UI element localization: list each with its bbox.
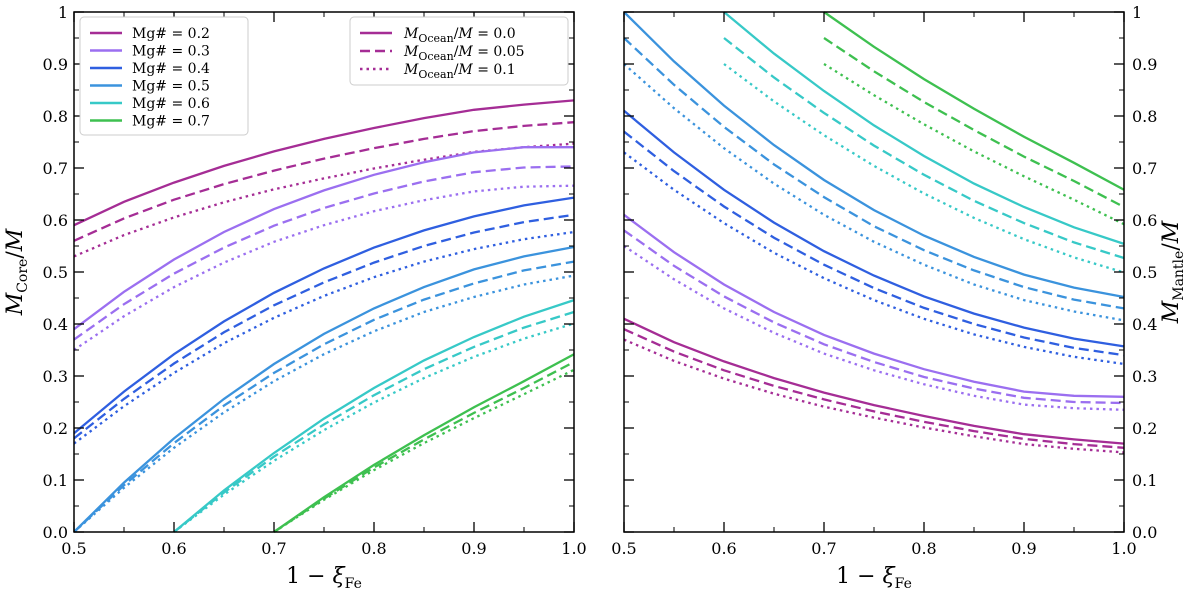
left-y-tick-label: 0.5 [43, 263, 68, 282]
left-series-lines [73, 99, 575, 533]
right-series-line [623, 37, 1125, 310]
right-series-line [723, 63, 1125, 274]
left-plot-frame [73, 11, 575, 533]
right-x-tick-label: 0.5 [611, 539, 636, 558]
left-x-tick-label: 0.9 [461, 539, 486, 558]
right-y-tick-label: 0.7 [1132, 159, 1157, 178]
right-series-line [623, 317, 1125, 445]
mg-legend-label: Mg# = 0.4 [132, 61, 210, 77]
right-y-tick-label: 0.2 [1132, 419, 1157, 438]
right-series-lines [623, 11, 1125, 454]
right-series-line [723, 11, 1125, 245]
left-y-axis-label: MCore/M [3, 228, 31, 316]
left-y-tick-label: 0.6 [43, 211, 68, 230]
right-y-tick-label: 0.4 [1132, 315, 1157, 334]
left-series-line [73, 260, 575, 533]
left-series-line [73, 121, 575, 242]
right-x-axis-label: 1 − ξFe [836, 564, 912, 592]
right-series-line [623, 338, 1125, 454]
left-series-line [173, 310, 575, 533]
right-y-tick-label: 0.8 [1132, 107, 1157, 126]
ocean-legend-label: MOcean/M = 0.05 [403, 44, 525, 63]
mg-legend-frame [79, 16, 249, 136]
left-y-tick-label: 0.1 [43, 471, 68, 490]
left-y-tick-label: 0.4 [43, 315, 68, 334]
right-y-tick-label: 0.6 [1132, 211, 1157, 230]
ocean-legend-label: MOcean/M = 0.1 [403, 62, 516, 81]
right-series-line [823, 11, 1125, 191]
ocean-legend-frame [349, 16, 569, 86]
left-series-line [73, 184, 575, 351]
left-series-line [73, 213, 575, 440]
left-x-tick-label: 1.0 [561, 539, 586, 558]
left-series-line [273, 360, 575, 533]
mg-legend: Mg# = 0.2Mg# = 0.3Mg# = 0.4Mg# = 0.5Mg# … [79, 16, 249, 136]
left-y-tick-label: 0.3 [43, 367, 68, 386]
right-series-line [623, 229, 1125, 405]
right-series-line [623, 245, 1125, 411]
left-x-tick-label: 0.8 [361, 539, 386, 558]
left-series-line [173, 322, 575, 533]
left-series-line [73, 165, 575, 341]
right-y-tick-label: 1 [1132, 3, 1142, 22]
left-y-tick-label: 1 [58, 3, 68, 22]
left-x-axis-label: 1 − ξFe [286, 564, 362, 592]
mg-legend-label: Mg# = 0.2 [132, 26, 210, 42]
mg-legend-label: Mg# = 0.5 [132, 79, 210, 95]
left-series-line [73, 99, 575, 227]
right-series-line [623, 213, 1125, 398]
left-x-tick-label: 0.6 [161, 539, 186, 558]
right-y-axis-label: MMantle/M [1159, 220, 1187, 324]
left-y-tick-label: 0.9 [43, 55, 68, 74]
right-x-tick-label: 1.0 [1111, 539, 1136, 558]
right-series-line [623, 109, 1125, 348]
right-ticks: 0.0 0.1 0.2 0.3 0.4 0.5 0.6 0.7 0.8 0.9 1 0.5 0.6 0.7… [611, 3, 1157, 558]
left-x-tick-label: 0.7 [261, 539, 286, 558]
right-y-tick-label: 0.5 [1132, 263, 1157, 282]
left-y-tick-label: 0.0 [43, 523, 68, 542]
left-ticks: 0.0 0.1 0.2 0.3 0.4 0.5 0.6 0.7 0.8 0.9 1 0.5 0.6 0.7… [43, 3, 587, 558]
right-x-tick-label: 0.8 [911, 539, 936, 558]
right-panel: 0.0 0.1 0.2 0.3 0.4 0.5 0.6 0.7 0.8 0.9 1 0.5 0.6 0.7… [611, 3, 1187, 592]
left-series-line [73, 142, 575, 258]
right-x-tick-label: 0.6 [711, 539, 736, 558]
right-plot-frame [623, 11, 1125, 533]
left-y-tick-label: 0.2 [43, 419, 68, 438]
right-y-tick-label: 0.0 [1132, 523, 1157, 542]
left-series-line [173, 299, 575, 533]
left-series-line [73, 245, 575, 533]
left-series-line [273, 368, 575, 533]
left-series-line [73, 274, 575, 533]
right-series-line [623, 11, 1125, 299]
left-series-line [273, 353, 575, 533]
right-series-line [823, 37, 1125, 209]
left-y-tick-label: 0.8 [43, 107, 68, 126]
mg-legend-label: Mg# = 0.6 [132, 96, 210, 112]
left-x-tick-label: 0.5 [61, 539, 86, 558]
left-y-tick-label: 0.7 [43, 159, 68, 178]
right-y-tick-label: 0.1 [1132, 471, 1157, 490]
right-series-line [623, 130, 1125, 357]
right-series-line [623, 328, 1125, 449]
mg-legend-label: Mg# = 0.3 [132, 44, 210, 60]
right-series-line [723, 37, 1125, 260]
mg-legend-label: Mg# = 0.7 [132, 114, 210, 130]
right-x-tick-label: 0.9 [1011, 539, 1036, 558]
right-y-tick-label: 0.3 [1132, 367, 1157, 386]
right-x-tick-label: 0.7 [811, 539, 836, 558]
left-series-line [73, 146, 574, 331]
ocean-legend-label: MOcean/M = 0.0 [403, 26, 516, 45]
left-series-line [73, 196, 575, 435]
right-series-line [823, 63, 1125, 226]
right-series-line [623, 63, 1125, 322]
left-panel: 0.0 0.1 0.2 0.3 0.4 0.5 0.6 0.7 0.8 0.9 1 0.5 0.6 0.7… [3, 3, 587, 592]
right-y-tick-label: 0.9 [1132, 55, 1157, 74]
